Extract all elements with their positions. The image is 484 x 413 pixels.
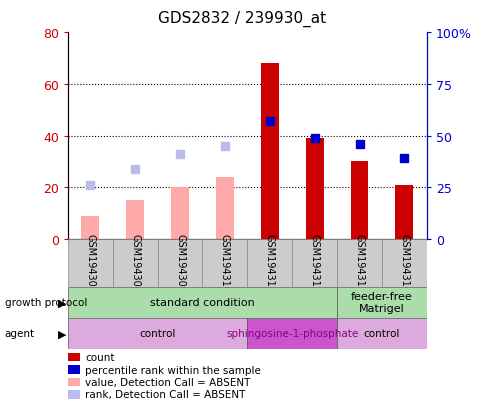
Bar <box>112 240 157 287</box>
Text: GDS2832 / 239930_at: GDS2832 / 239930_at <box>158 10 326 26</box>
Bar <box>336 318 426 349</box>
Text: ▶: ▶ <box>58 297 66 308</box>
Text: GSM194308: GSM194308 <box>130 234 140 293</box>
Text: GSM194314: GSM194314 <box>398 234 408 293</box>
Bar <box>394 185 412 240</box>
Bar <box>68 240 112 287</box>
Text: feeder-free
Matrigel: feeder-free Matrigel <box>350 292 412 313</box>
Text: standard condition: standard condition <box>150 297 254 308</box>
Bar <box>215 178 233 240</box>
Bar <box>381 240 426 287</box>
Text: GSM194311: GSM194311 <box>264 234 274 293</box>
Text: growth protocol: growth protocol <box>5 297 87 308</box>
Bar <box>350 162 368 240</box>
Text: GSM194312: GSM194312 <box>309 234 319 293</box>
Bar <box>68 318 247 349</box>
Bar <box>247 318 336 349</box>
Bar <box>336 287 426 318</box>
Text: GSM194307: GSM194307 <box>85 234 95 293</box>
Text: rank, Detection Call = ABSENT: rank, Detection Call = ABSENT <box>85 389 245 399</box>
Text: GSM194310: GSM194310 <box>219 234 229 293</box>
Bar <box>157 240 202 287</box>
Text: GSM194313: GSM194313 <box>354 234 364 293</box>
Text: control: control <box>139 328 175 339</box>
Bar <box>247 240 291 287</box>
Text: agent: agent <box>5 328 35 339</box>
Text: value, Detection Call = ABSENT: value, Detection Call = ABSENT <box>85 377 250 387</box>
Text: percentile rank within the sample: percentile rank within the sample <box>85 365 260 375</box>
Text: sphingosine-1-phosphate: sphingosine-1-phosphate <box>226 328 358 339</box>
Bar <box>336 240 381 287</box>
Bar <box>202 240 247 287</box>
Bar <box>171 188 189 240</box>
Bar <box>68 287 336 318</box>
Bar <box>81 216 99 240</box>
Text: ▶: ▶ <box>58 328 66 339</box>
Bar <box>126 201 144 240</box>
Text: count: count <box>85 352 114 362</box>
Text: GSM194309: GSM194309 <box>175 234 185 293</box>
Bar <box>291 240 336 287</box>
Bar <box>305 139 323 240</box>
Bar <box>260 64 278 240</box>
Text: control: control <box>363 328 399 339</box>
